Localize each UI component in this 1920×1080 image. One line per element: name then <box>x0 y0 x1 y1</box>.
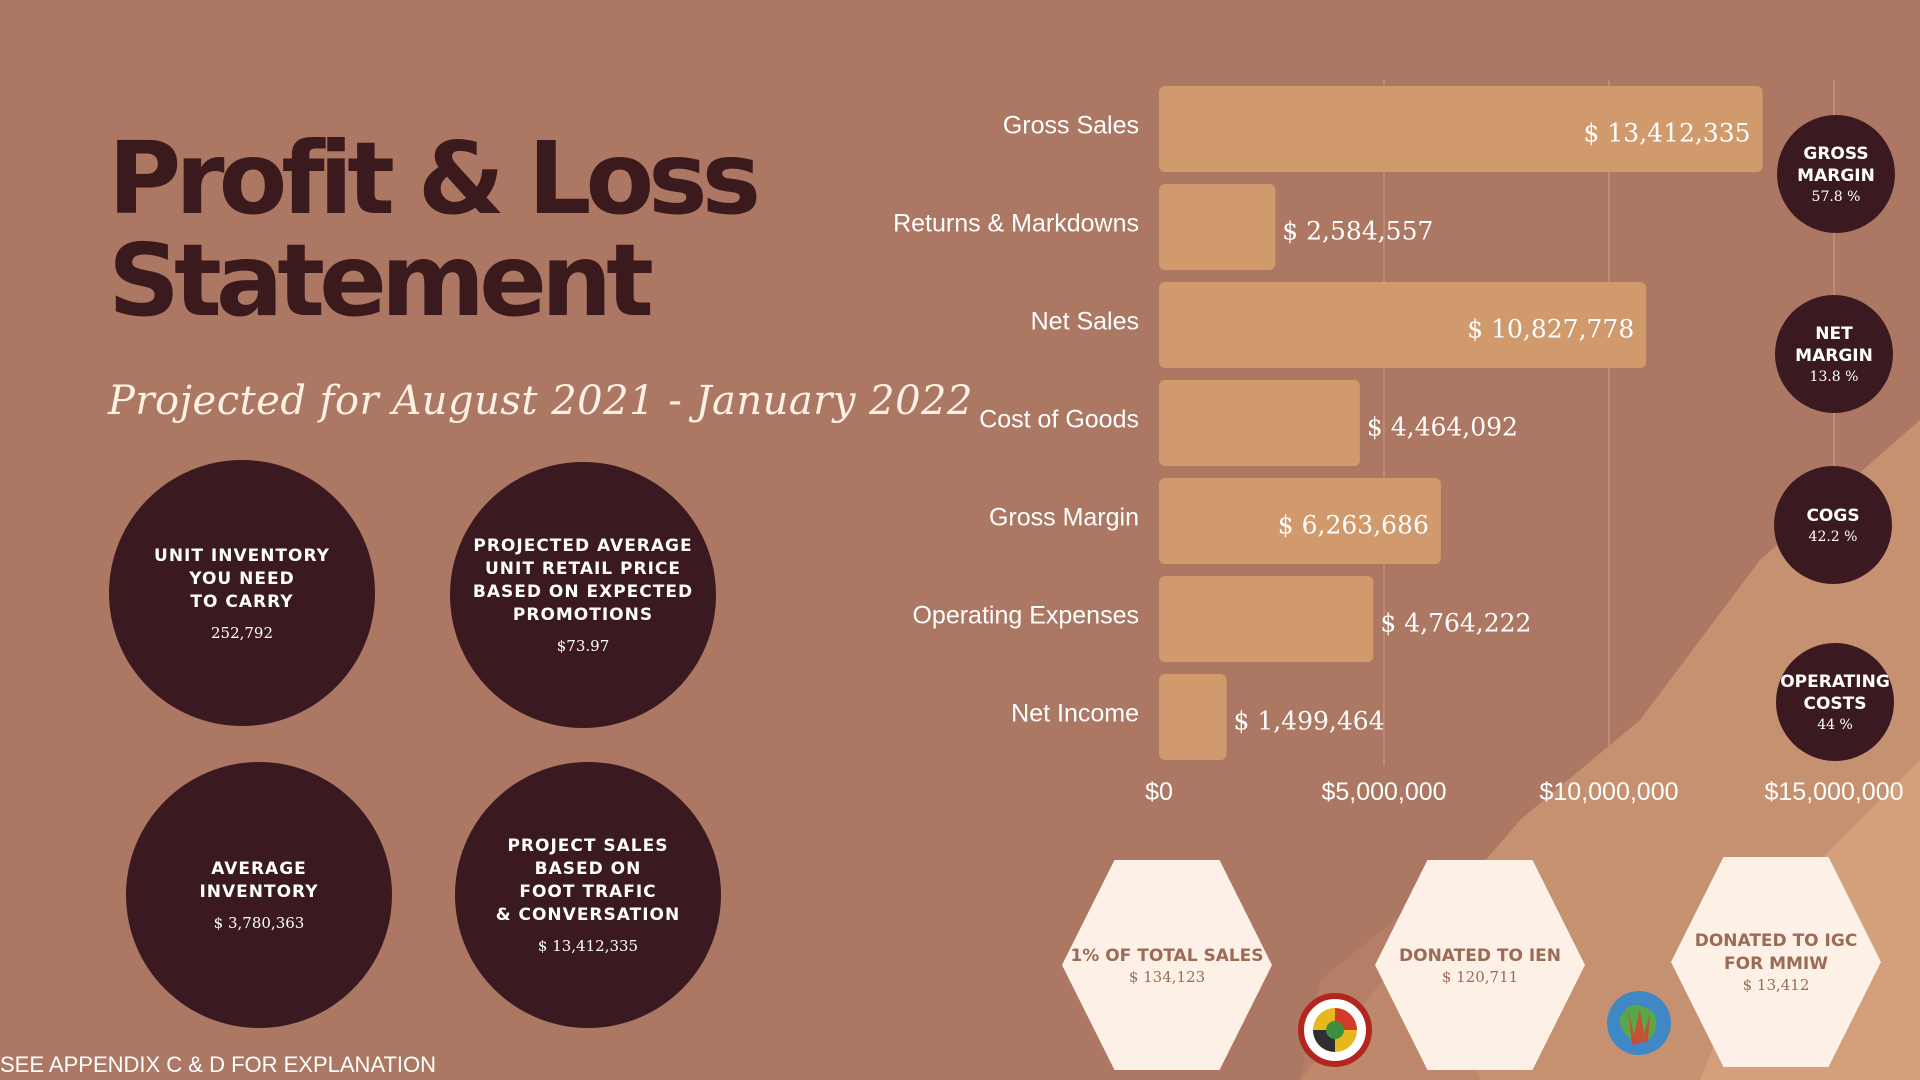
avg-retail-price-label: PROJECTED AVERAGE UNIT RETAIL PRICE BASE… <box>472 536 694 625</box>
bar <box>1159 282 1647 368</box>
profit-loss-bar-chart: Gross Sales $ 13,412,335 Returns & Markdow… <box>893 80 1904 806</box>
gross-margin-metric: GROSS MARGIN 57.8 % <box>1777 115 1895 233</box>
category-label: Cost of Goods <box>979 406 1139 434</box>
bar <box>1159 674 1227 760</box>
igc-logo-icon <box>1607 991 1671 1055</box>
operating-costs-metric-label: OPERATING COSTS <box>1780 672 1890 714</box>
unit-inventory-circle: UNIT INVENTORY YOU NEED TO CARRY 252,792 <box>109 460 375 726</box>
category-label: Gross Margin <box>989 504 1139 532</box>
data-label: $ 1,499,464 <box>1233 707 1384 736</box>
category-label: Operating Expenses <box>912 602 1139 630</box>
hexagon-shape <box>1062 860 1272 1070</box>
operating-costs-metric: OPERATING COSTS 44 % <box>1776 643 1894 761</box>
total-sales-hexagon: 1% OF TOTAL SALES $ 134,123 <box>1062 860 1272 1070</box>
data-label: $ 4,464,092 <box>1367 413 1518 442</box>
total-sales-hexagon-label: 1% OF TOTAL SALES <box>1070 945 1264 966</box>
net-margin-metric-label: NET MARGIN <box>1795 324 1873 366</box>
category-label: Net Income <box>1011 700 1139 728</box>
project-sales-label: PROJECT SALES BASED ON FOOT TRAFIC & CON… <box>495 836 681 925</box>
cogs-metric: COGS 42.2 % <box>1774 466 1892 584</box>
x-tick-label: $0 <box>1145 778 1173 806</box>
donated-ien-hexagon-value: $ 120,711 <box>1441 967 1519 986</box>
bar <box>1159 478 1441 564</box>
bar <box>1159 184 1276 270</box>
net-margin-metric: NET MARGIN 13.8 % <box>1775 295 1893 413</box>
average-inventory-value: $ 3,780,363 <box>213 914 305 932</box>
data-label: $ 4,764,222 <box>1380 609 1531 638</box>
category-label: Gross Sales <box>1003 112 1139 140</box>
gross-margin-metric-value: 57.8 % <box>1811 189 1861 205</box>
data-label: $ 13,412,335 <box>1584 119 1751 148</box>
donated-igc-hexagon-value: $ 13,412 <box>1742 976 1810 994</box>
cogs-metric-label: COGS <box>1806 506 1860 526</box>
donated-ien-hexagon: DONATED TO IEN $ 120,711 <box>1375 860 1585 1070</box>
data-label: $ 2,584,557 <box>1282 217 1433 246</box>
donated-ien-hexagon-label: DONATED TO IEN <box>1399 945 1561 966</box>
donated-igc-hexagon-label: DONATED TO IGC FOR MMIW <box>1694 931 1858 974</box>
unit-inventory-value: 252,792 <box>210 623 274 642</box>
avg-retail-price-value: $73.97 <box>556 637 610 655</box>
project-sales-circle: PROJECT SALES BASED ON FOOT TRAFIC & CON… <box>455 762 721 1028</box>
unit-inventory-label: UNIT INVENTORY YOU NEED TO CARRY <box>154 545 330 612</box>
bar <box>1159 380 1360 466</box>
gross-margin-metric-label: GROSS MARGIN <box>1797 144 1875 186</box>
average-inventory-circle: AVERAGE INVENTORY $ 3,780,363 <box>126 762 392 1028</box>
operating-costs-metric-value: 44 % <box>1817 717 1853 733</box>
title-line-1: Profit & Loss <box>108 120 761 237</box>
hexagon-shape <box>1375 860 1585 1070</box>
cogs-metric-value: 42.2 % <box>1808 529 1858 545</box>
bar <box>1159 86 1763 172</box>
title-line-2: Statement <box>108 222 654 339</box>
donated-igc-hexagon: DONATED TO IGC FOR MMIW $ 13,412 <box>1671 857 1881 1067</box>
category-label: Returns & Markdowns <box>893 210 1139 238</box>
page-subtitle: Projected for August 2021 - January 2022 <box>108 378 973 424</box>
data-label: $ 10,827,778 <box>1467 315 1634 344</box>
net-margin-metric-value: 13.8 % <box>1809 369 1859 385</box>
avg-retail-price-circle: PROJECTED AVERAGE UNIT RETAIL PRICE BASE… <box>450 462 716 728</box>
bar <box>1159 576 1374 662</box>
ien-logo-icon <box>1298 993 1372 1067</box>
average-inventory-label: AVERAGE INVENTORY <box>199 859 319 902</box>
page-title: Profit & Loss Statement <box>108 128 761 332</box>
total-sales-hexagon-value: $ 134,123 <box>1128 967 1206 986</box>
hexagon-shape <box>1671 857 1881 1067</box>
footnote: SEE APPENDIX C & D FOR EXPLANATION <box>0 1052 437 1077</box>
project-sales-value: $ 13,412,335 <box>537 937 639 955</box>
category-label: Net Sales <box>1031 308 1139 336</box>
x-tick-label: $10,000,000 <box>1539 778 1678 806</box>
x-tick-label: $5,000,000 <box>1321 778 1446 806</box>
x-tick-label: $15,000,000 <box>1764 778 1903 806</box>
data-label: $ 6,263,686 <box>1278 511 1429 540</box>
